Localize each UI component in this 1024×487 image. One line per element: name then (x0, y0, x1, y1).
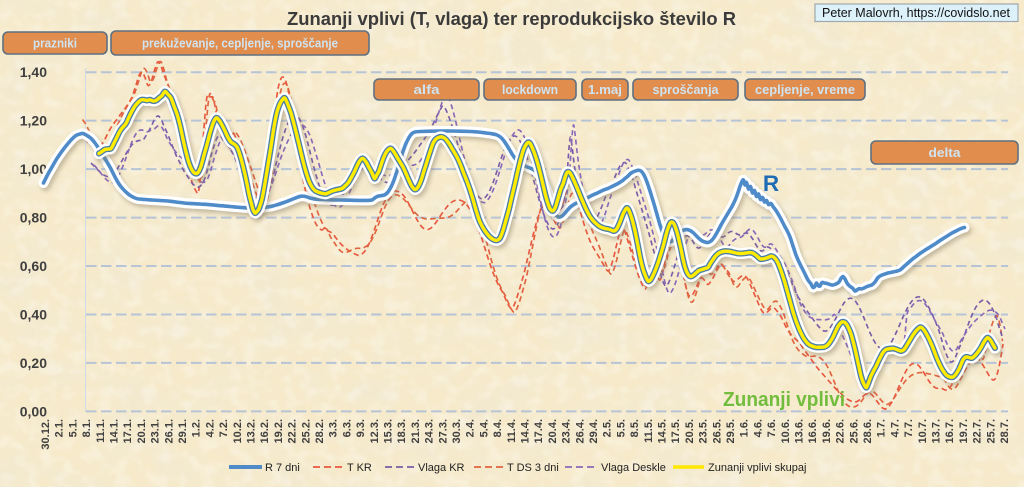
svg-text:8.4.: 8.4. (492, 419, 504, 437)
svg-text:22.2.: 22.2. (287, 419, 299, 443)
svg-text:25.6.: 25.6. (848, 419, 860, 443)
svg-text:29.4.: 29.4. (588, 419, 600, 443)
svg-text:19.6.: 19.6. (821, 419, 833, 443)
svg-text:28.7.: 28.7. (999, 419, 1011, 443)
svg-text:14.4.: 14.4. (520, 419, 532, 443)
svg-text:delta: delta (929, 145, 962, 160)
svg-text:30.3.: 30.3. (451, 419, 463, 443)
svg-text:25.7.: 25.7. (985, 419, 997, 443)
svg-text:19.2.: 19.2. (273, 419, 285, 443)
svg-text:1.maj: 1.maj (588, 82, 622, 97)
svg-text:30.12.: 30.12. (40, 419, 52, 450)
svg-text:7.6.: 7.6. (766, 419, 778, 437)
svg-text:22.6.: 22.6. (835, 419, 847, 443)
svg-text:16.7.: 16.7. (944, 419, 956, 443)
svg-text:26.1.: 26.1. (163, 419, 175, 443)
svg-text:17.5.: 17.5. (670, 419, 682, 443)
svg-text:13.2.: 13.2. (246, 419, 258, 443)
svg-text:12.3.: 12.3. (369, 419, 381, 443)
svg-text:10.2.: 10.2. (232, 419, 244, 443)
svg-text:27.3.: 27.3. (437, 419, 449, 443)
svg-text:13.6.: 13.6. (794, 419, 806, 443)
svg-text:sproščanja: sproščanja (653, 82, 720, 97)
svg-text:20.1.: 20.1. (136, 419, 148, 443)
svg-text:22.7.: 22.7. (972, 419, 984, 443)
svg-text:Zunanji vplivi (T, vlaga) ter: Zunanji vplivi (T, vlaga) ter reprodukci… (287, 8, 737, 29)
svg-text:10.6.: 10.6. (780, 419, 792, 443)
svg-text:15.3.: 15.3. (383, 419, 395, 443)
svg-text:10.7.: 10.7. (917, 419, 929, 443)
svg-text:Peter Malovrh, https://covidsl: Peter Malovrh, https://covidslo.net (822, 5, 1010, 20)
svg-text:11.5.: 11.5. (643, 419, 655, 443)
svg-text:R 7 dni: R 7 dni (265, 462, 300, 474)
svg-text:1,20: 1,20 (20, 113, 47, 129)
svg-text:23.1.: 23.1. (150, 419, 162, 443)
svg-text:24.3.: 24.3. (424, 419, 436, 443)
svg-text:0,40: 0,40 (20, 307, 47, 323)
svg-text:20.4.: 20.4. (547, 419, 559, 443)
svg-text:R: R (763, 171, 779, 196)
svg-text:6.3.: 6.3. (341, 419, 353, 437)
svg-text:8.5.: 8.5. (629, 419, 641, 437)
svg-text:5.5.: 5.5. (615, 419, 627, 437)
svg-text:T DS 3 dni: T DS 3 dni (507, 462, 559, 474)
svg-text:11.4.: 11.4. (506, 419, 518, 443)
svg-text:1,00: 1,00 (20, 161, 47, 177)
svg-text:1.6.: 1.6. (739, 419, 751, 437)
svg-text:9.3.: 9.3. (355, 419, 367, 437)
svg-text:29.5.: 29.5. (725, 419, 737, 443)
svg-text:17.1.: 17.1. (122, 419, 134, 443)
svg-text:prekuževanje, cepljenje, sproš: prekuževanje, cepljenje, sproščanje (142, 36, 338, 51)
svg-text:2.5.: 2.5. (602, 419, 614, 437)
svg-text:0,00: 0,00 (20, 403, 47, 419)
svg-text:4.2.: 4.2. (204, 419, 216, 437)
svg-text:1.2.: 1.2. (191, 419, 203, 437)
svg-text:19.7.: 19.7. (958, 419, 970, 443)
svg-text:prazniki: prazniki (33, 36, 77, 51)
svg-text:28.6.: 28.6. (862, 419, 874, 443)
svg-text:18.3.: 18.3. (396, 419, 408, 443)
svg-text:3.3.: 3.3. (328, 419, 340, 437)
svg-text:Vlaga Deskle: Vlaga Deskle (601, 462, 666, 474)
svg-text:Vlaga KR: Vlaga KR (418, 462, 465, 474)
svg-text:14.1.: 14.1. (109, 419, 121, 443)
svg-text:13.7.: 13.7. (931, 419, 943, 443)
svg-text:5.4.: 5.4. (478, 419, 490, 437)
svg-text:17.4.: 17.4. (533, 419, 545, 443)
svg-text:T KR: T KR (347, 462, 372, 474)
svg-text:23.5.: 23.5. (698, 419, 710, 443)
svg-text:cepljenje, vreme: cepljenje, vreme (755, 82, 855, 97)
svg-text:21.3.: 21.3. (410, 419, 422, 443)
svg-text:11.1.: 11.1. (95, 419, 107, 443)
svg-text:1.7.: 1.7. (876, 419, 888, 437)
svg-text:23.4.: 23.4. (561, 419, 573, 443)
svg-text:29.1.: 29.1. (177, 419, 189, 443)
svg-text:25.2.: 25.2. (300, 419, 312, 443)
svg-text:2.4.: 2.4. (465, 419, 477, 437)
svg-text:1,40: 1,40 (20, 64, 47, 80)
svg-text:4.6.: 4.6. (752, 419, 764, 437)
svg-text:Zunanji vplivi skupaj: Zunanji vplivi skupaj (708, 462, 806, 474)
svg-text:0,80: 0,80 (20, 210, 47, 226)
svg-text:26.4.: 26.4. (574, 419, 586, 443)
svg-text:5.1.: 5.1. (67, 419, 79, 437)
svg-text:26.5.: 26.5. (711, 419, 723, 443)
svg-text:alfa: alfa (414, 82, 441, 97)
svg-text:8.1.: 8.1. (81, 419, 93, 437)
svg-text:28.2.: 28.2. (314, 419, 326, 443)
svg-text:2.1.: 2.1. (54, 419, 66, 437)
svg-text:0,60: 0,60 (20, 258, 47, 274)
svg-text:7.7.: 7.7. (903, 419, 915, 437)
svg-text:Zunanji vplivi: Zunanji vplivi (723, 389, 845, 411)
svg-text:7.2.: 7.2. (218, 419, 230, 437)
svg-text:0,20: 0,20 (20, 355, 47, 371)
svg-text:4.7.: 4.7. (889, 419, 901, 437)
svg-text:14.5.: 14.5. (657, 419, 669, 443)
svg-text:16.2.: 16.2. (259, 419, 271, 443)
svg-text:20.5.: 20.5. (684, 419, 696, 443)
svg-text:lockdown: lockdown (502, 82, 558, 97)
svg-text:16.6.: 16.6. (807, 419, 819, 443)
